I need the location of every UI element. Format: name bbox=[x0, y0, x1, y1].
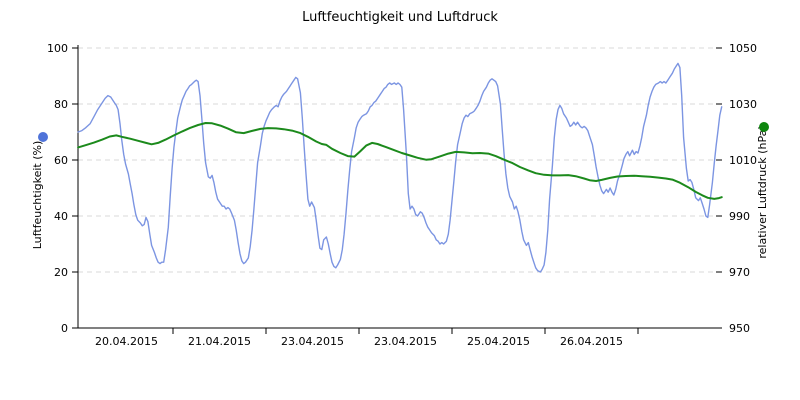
chart-title: Luftfeuchtigkeit und Luftdruck bbox=[302, 10, 498, 25]
right-axis-tick-label: 1010 bbox=[729, 154, 757, 167]
left-axis-tick-label: 40 bbox=[54, 210, 68, 223]
right-axis-tick-label: 950 bbox=[729, 322, 750, 335]
right-axis-tick-label: 1030 bbox=[729, 98, 757, 111]
x-axis-date-label: 21.04.2015 bbox=[188, 335, 251, 348]
left-axis-tick-label: 60 bbox=[54, 154, 68, 167]
right-axis-tick-label: 1050 bbox=[729, 42, 757, 55]
left-axis-tick-label: 20 bbox=[54, 266, 68, 279]
x-axis-date-label: 23.04.2015 bbox=[281, 335, 344, 348]
left-axis-tick-label: 100 bbox=[47, 42, 68, 55]
left-axis-title: Luftfeuchtigkeit (%) bbox=[31, 141, 44, 250]
x-axis-date-label: 23.04.2015 bbox=[374, 335, 437, 348]
x-axis-date-label: 25.04.2015 bbox=[467, 335, 530, 348]
x-axis-date-label: 26.04.2015 bbox=[560, 335, 623, 348]
left-axis-tick-label: 0 bbox=[61, 322, 68, 335]
humidity-legend-dot-icon bbox=[38, 132, 48, 142]
right-axis-tick-label: 970 bbox=[729, 266, 750, 279]
x-axis-date-label: 20.04.2015 bbox=[95, 335, 158, 348]
right-axis-tick-label: 990 bbox=[729, 210, 750, 223]
pressure-series-line bbox=[77, 122, 723, 200]
pressure-legend-dot-icon bbox=[759, 122, 769, 132]
right-axis-title: relativer Luftdruck (hPa) bbox=[756, 125, 769, 258]
humidity-series-line bbox=[77, 62, 723, 273]
left-axis-tick-label: 80 bbox=[54, 98, 68, 111]
